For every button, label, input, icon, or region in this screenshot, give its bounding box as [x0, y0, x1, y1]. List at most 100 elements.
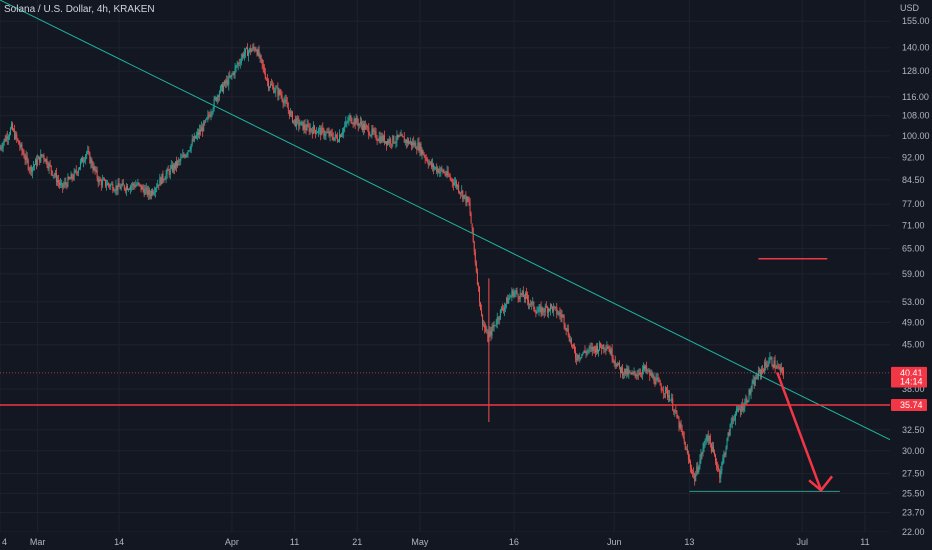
candle: [140, 184, 142, 193]
candle-body: [707, 435, 709, 442]
candle: [585, 350, 587, 359]
candle-body: [144, 189, 146, 195]
candle: [625, 368, 627, 376]
candle-body: [255, 49, 257, 51]
candle-body: [121, 182, 123, 186]
candle-body: [211, 112, 213, 114]
candle: [101, 174, 103, 188]
candle-body: [633, 371, 635, 373]
candle-body: [230, 75, 232, 78]
candle-body: [124, 188, 126, 191]
candle: [406, 137, 408, 148]
candle-body: [161, 173, 163, 185]
candle: [413, 136, 415, 148]
candle-body: [778, 366, 780, 368]
candle: [181, 153, 183, 159]
candle-body: [582, 353, 584, 355]
candle-body: [177, 161, 179, 167]
candle-body: [273, 86, 275, 93]
candle: [613, 359, 615, 367]
candle-body: [516, 290, 518, 294]
candle: [688, 454, 690, 464]
candle: [660, 383, 662, 394]
candle-body: [294, 119, 296, 121]
candle: [172, 162, 174, 174]
candle-body: [91, 159, 93, 167]
candle-body: [183, 154, 185, 156]
candle-body: [719, 469, 721, 478]
candle-body: [14, 130, 16, 139]
candle-body: [459, 191, 461, 193]
candle: [22, 148, 24, 156]
candle: [386, 140, 388, 151]
candle-body: [493, 325, 495, 328]
candle: [276, 85, 278, 89]
candle: [210, 108, 212, 121]
candle-body: [397, 134, 399, 138]
candle: [52, 174, 54, 179]
candle-body: [669, 395, 671, 401]
candle-body: [779, 366, 781, 372]
candle: [491, 323, 493, 339]
candle: [533, 301, 535, 312]
candle-body: [219, 86, 221, 93]
candle: [411, 141, 413, 151]
candle-body: [714, 451, 716, 456]
candle: [8, 132, 10, 141]
candle: [133, 182, 135, 190]
candle-body: [502, 309, 504, 311]
candle-body: [378, 136, 380, 141]
candle: [100, 178, 102, 191]
candle-body: [391, 143, 393, 145]
candle: [684, 441, 686, 450]
candle: [183, 152, 185, 159]
candle: [435, 166, 437, 170]
candle: [230, 74, 232, 79]
candle-body: [345, 121, 347, 126]
candle: [400, 129, 402, 136]
candle: [7, 134, 9, 145]
candle-body: [265, 78, 267, 80]
candle-body: [510, 295, 512, 298]
candle: [115, 179, 117, 196]
candle-body: [490, 331, 492, 336]
candle: [582, 351, 584, 356]
candle: [124, 187, 126, 194]
candle-body: [767, 364, 769, 367]
candle: [223, 81, 225, 94]
candle-body: [552, 306, 554, 312]
candle-body: [331, 133, 333, 138]
candle: [550, 302, 552, 316]
candle: [273, 82, 275, 94]
time-tick-label: 4: [2, 537, 7, 547]
candle: [33, 163, 35, 171]
candle: [113, 187, 115, 192]
candle-body: [46, 159, 48, 166]
candle: [450, 177, 452, 182]
candle: [278, 87, 280, 101]
candle: [501, 303, 503, 312]
candle: [146, 185, 148, 198]
candle-body: [711, 446, 713, 452]
candle: [415, 140, 417, 149]
price-tick-label: 100.00: [902, 131, 930, 141]
candle-body: [662, 390, 664, 394]
candle: [270, 81, 272, 89]
candle: [376, 135, 378, 145]
annotations: [0, 0, 891, 493]
candle: [725, 445, 727, 458]
candle-body: [613, 361, 615, 362]
candle: [560, 309, 562, 323]
candle-body: [344, 125, 346, 129]
candle-body: [51, 170, 53, 176]
candle: [692, 469, 694, 478]
candle: [130, 184, 132, 195]
candle-body: [652, 375, 654, 378]
candle: [189, 146, 191, 153]
candle: [67, 173, 69, 188]
candle: [781, 367, 783, 376]
candle-body: [729, 424, 731, 436]
candle: [357, 118, 359, 132]
candle-body: [293, 120, 295, 123]
